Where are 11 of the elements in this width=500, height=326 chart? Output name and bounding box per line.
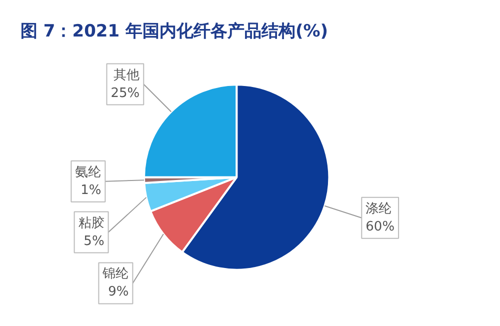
chart-title: 图 7：2021 年国内化纤各产品结构(%)	[20, 22, 328, 42]
data-label: 5%	[84, 234, 104, 249]
data-label: 25%	[110, 86, 140, 101]
data-label: 1%	[80, 182, 102, 198]
slice-label: 粘胶	[78, 216, 104, 231]
slice-label: 锦纶	[102, 266, 129, 282]
data-label: 9%	[108, 284, 129, 300]
data-label: 60%	[366, 219, 395, 234]
slice-label: 其他	[114, 68, 140, 83]
slice-label: 氨纶	[75, 164, 102, 180]
slice-label: 涤纶	[366, 201, 392, 216]
